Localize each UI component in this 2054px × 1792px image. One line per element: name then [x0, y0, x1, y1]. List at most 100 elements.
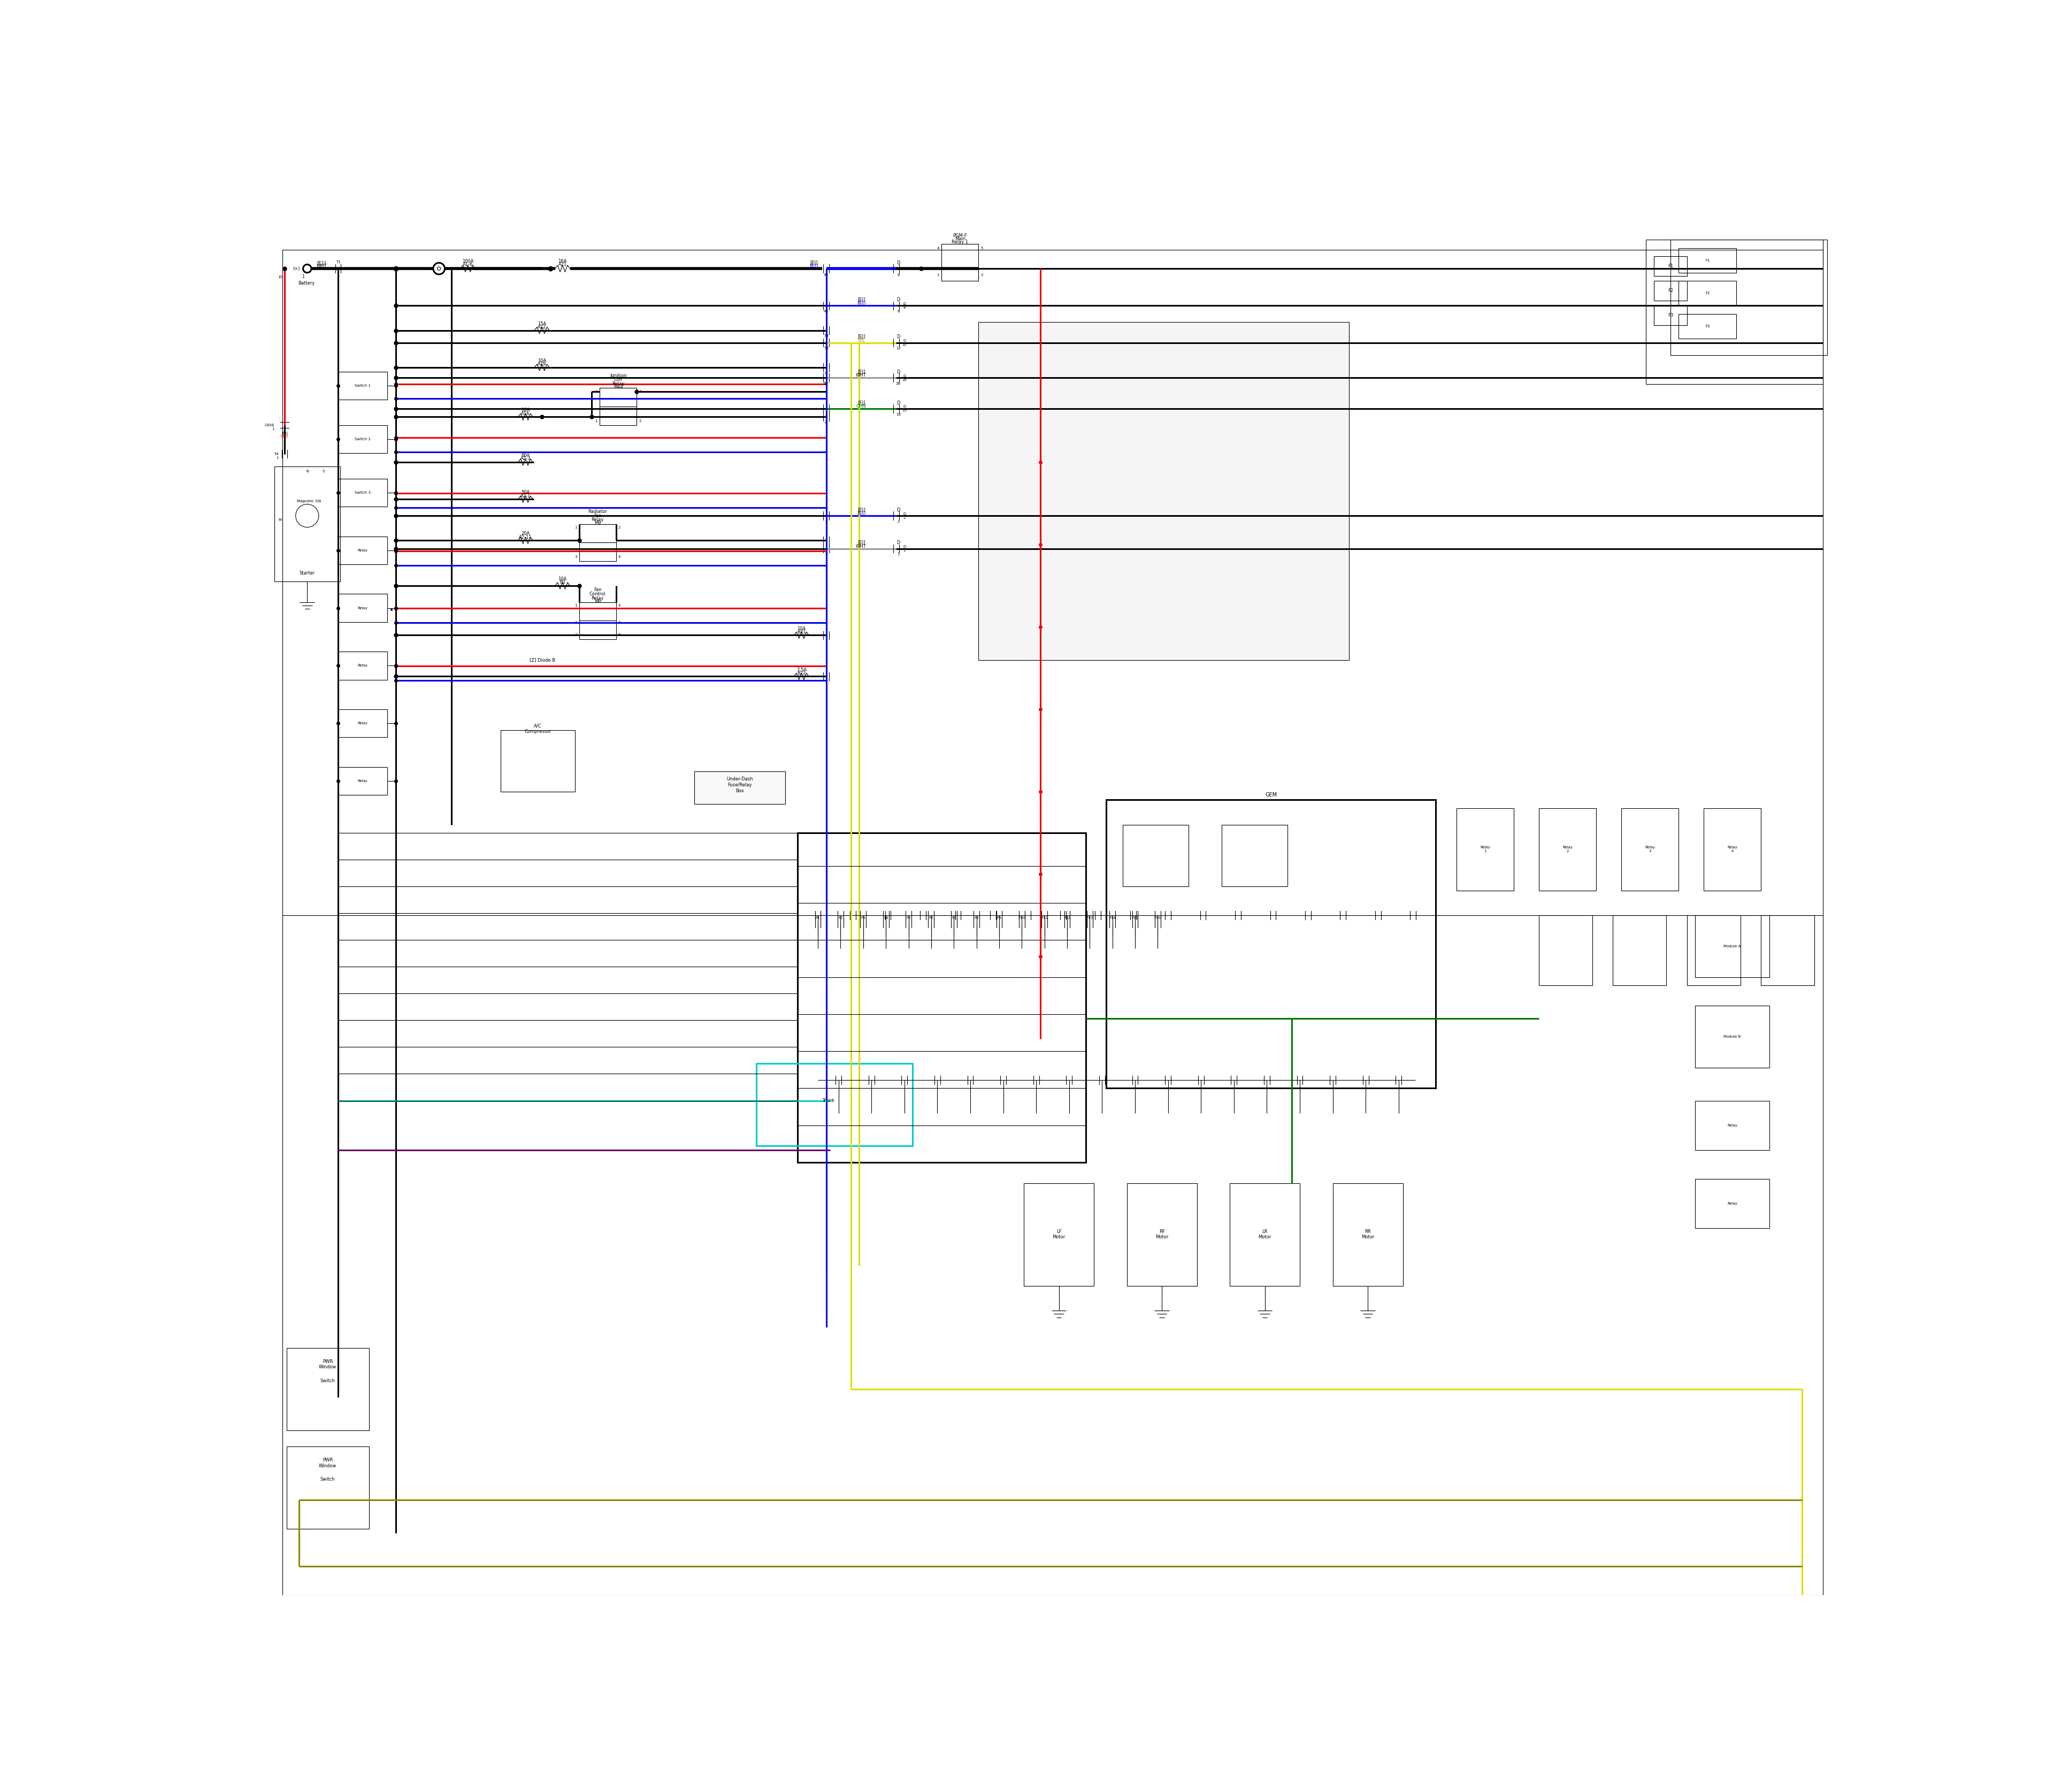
Bar [1653, 306, 1686, 326]
Text: 1: 1 [575, 525, 577, 529]
Text: 1: 1 [575, 604, 577, 607]
Text: Ignition: Ignition [610, 373, 626, 378]
Text: YEL: YEL [857, 339, 865, 342]
Text: Battery: Battery [298, 281, 314, 285]
Text: Module A: Module A [1723, 944, 1742, 948]
Text: •: • [390, 607, 394, 615]
Text: P2: P2 [838, 916, 842, 919]
Text: D: D [896, 297, 900, 303]
Text: Under-Dash: Under-Dash [727, 778, 754, 781]
Bar [1621, 808, 1678, 891]
Bar [978, 323, 1349, 659]
Text: 5: 5 [618, 634, 620, 636]
Text: Switch 1: Switch 1 [355, 383, 372, 387]
Text: 59: 59 [824, 348, 828, 349]
Bar [1695, 1179, 1768, 1228]
Text: 50A: 50A [522, 491, 530, 495]
Text: C: C [826, 421, 828, 425]
Text: WHT: WHT [857, 373, 867, 378]
Text: 5: 5 [826, 554, 828, 556]
Text: GRN: GRN [857, 403, 867, 409]
Text: T4: T4 [273, 452, 279, 455]
Bar [600, 389, 637, 425]
Text: A2-3: A2-3 [520, 457, 530, 461]
Text: B22: B22 [797, 670, 805, 676]
Text: P10: P10 [1019, 916, 1025, 919]
Text: F1: F1 [1668, 263, 1674, 269]
Text: Trunk: Trunk [822, 1098, 834, 1104]
Text: D: D [896, 335, 900, 339]
Text: D: D [896, 507, 900, 513]
Text: 2: 2 [618, 622, 620, 624]
Text: Box: Box [735, 788, 744, 794]
Text: 5: 5 [826, 520, 828, 523]
Text: 2: 2 [639, 419, 641, 423]
Text: 19: 19 [896, 412, 900, 416]
Bar [1678, 281, 1736, 306]
Bar [1612, 916, 1666, 986]
Text: D: D [896, 400, 900, 405]
Text: 10A: 10A [797, 625, 805, 631]
Text: (+): (+) [292, 267, 300, 271]
Text: Switch 2: Switch 2 [355, 437, 372, 441]
Text: 28: 28 [896, 382, 900, 385]
Text: 2: 2 [826, 412, 828, 416]
Text: C408: C408 [265, 423, 275, 426]
Text: P1: P1 [815, 916, 820, 919]
Text: A2-1: A2-1 [520, 493, 530, 498]
Bar [694, 771, 785, 805]
Bar [339, 767, 388, 796]
Bar [339, 536, 388, 564]
Text: PWR
Window: PWR Window [318, 1459, 337, 1468]
Text: P13: P13 [1087, 916, 1093, 919]
Text: F3: F3 [1668, 314, 1674, 317]
Text: 4: 4 [937, 246, 939, 249]
Text: BLU: BLU [857, 301, 865, 306]
Text: LF
Motor: LF Motor [1052, 1229, 1066, 1240]
Bar [1678, 314, 1736, 339]
Text: Relay
4: Relay 4 [1727, 846, 1738, 853]
Text: 100A: 100A [462, 258, 474, 263]
Text: D: D [896, 260, 900, 265]
Bar [1456, 808, 1514, 891]
Text: Relay: Relay [592, 518, 604, 521]
Text: 1: 1 [937, 272, 939, 276]
Text: GEM: GEM [1265, 792, 1278, 797]
Bar [1653, 256, 1686, 276]
Text: Relay: Relay [357, 548, 368, 552]
Text: D
28: D 28 [902, 375, 906, 382]
Text: 20A: 20A [522, 532, 530, 536]
Bar [797, 833, 1087, 1163]
Text: RED: RED [281, 435, 288, 439]
Text: 2: 2 [618, 525, 620, 529]
Text: P5: P5 [906, 916, 910, 919]
Text: 1: 1 [596, 419, 598, 423]
Text: 1: 1 [575, 622, 577, 624]
Text: [Z] Diode B: [Z] Diode B [530, 658, 555, 663]
Text: 3: 3 [575, 634, 577, 636]
Text: 1: 1 [271, 428, 275, 430]
Text: RR
Motor: RR Motor [1362, 1229, 1374, 1240]
Text: Relay 1: Relay 1 [951, 240, 967, 246]
Text: B31: B31 [797, 629, 805, 634]
Bar [1107, 799, 1436, 1088]
Text: 1: 1 [898, 554, 900, 556]
Text: [EJ]: [EJ] [857, 369, 865, 375]
Text: A29: A29 [538, 362, 546, 367]
Bar [1645, 240, 1822, 383]
Text: 15: 15 [277, 276, 283, 278]
Text: F1: F1 [1705, 258, 1709, 262]
Bar [339, 425, 388, 453]
Bar [339, 652, 388, 679]
Text: 3: 3 [596, 389, 598, 392]
Text: LR
Motor: LR Motor [1259, 1229, 1271, 1240]
Text: 1: 1 [337, 274, 339, 276]
Text: A22: A22 [538, 324, 546, 330]
Text: C: C [826, 371, 828, 375]
Text: 49: 49 [824, 310, 828, 314]
Text: 7.5A: 7.5A [797, 667, 807, 672]
Text: M: M [279, 518, 281, 521]
Bar [339, 593, 388, 622]
Bar [1686, 916, 1740, 986]
Bar [579, 523, 616, 561]
